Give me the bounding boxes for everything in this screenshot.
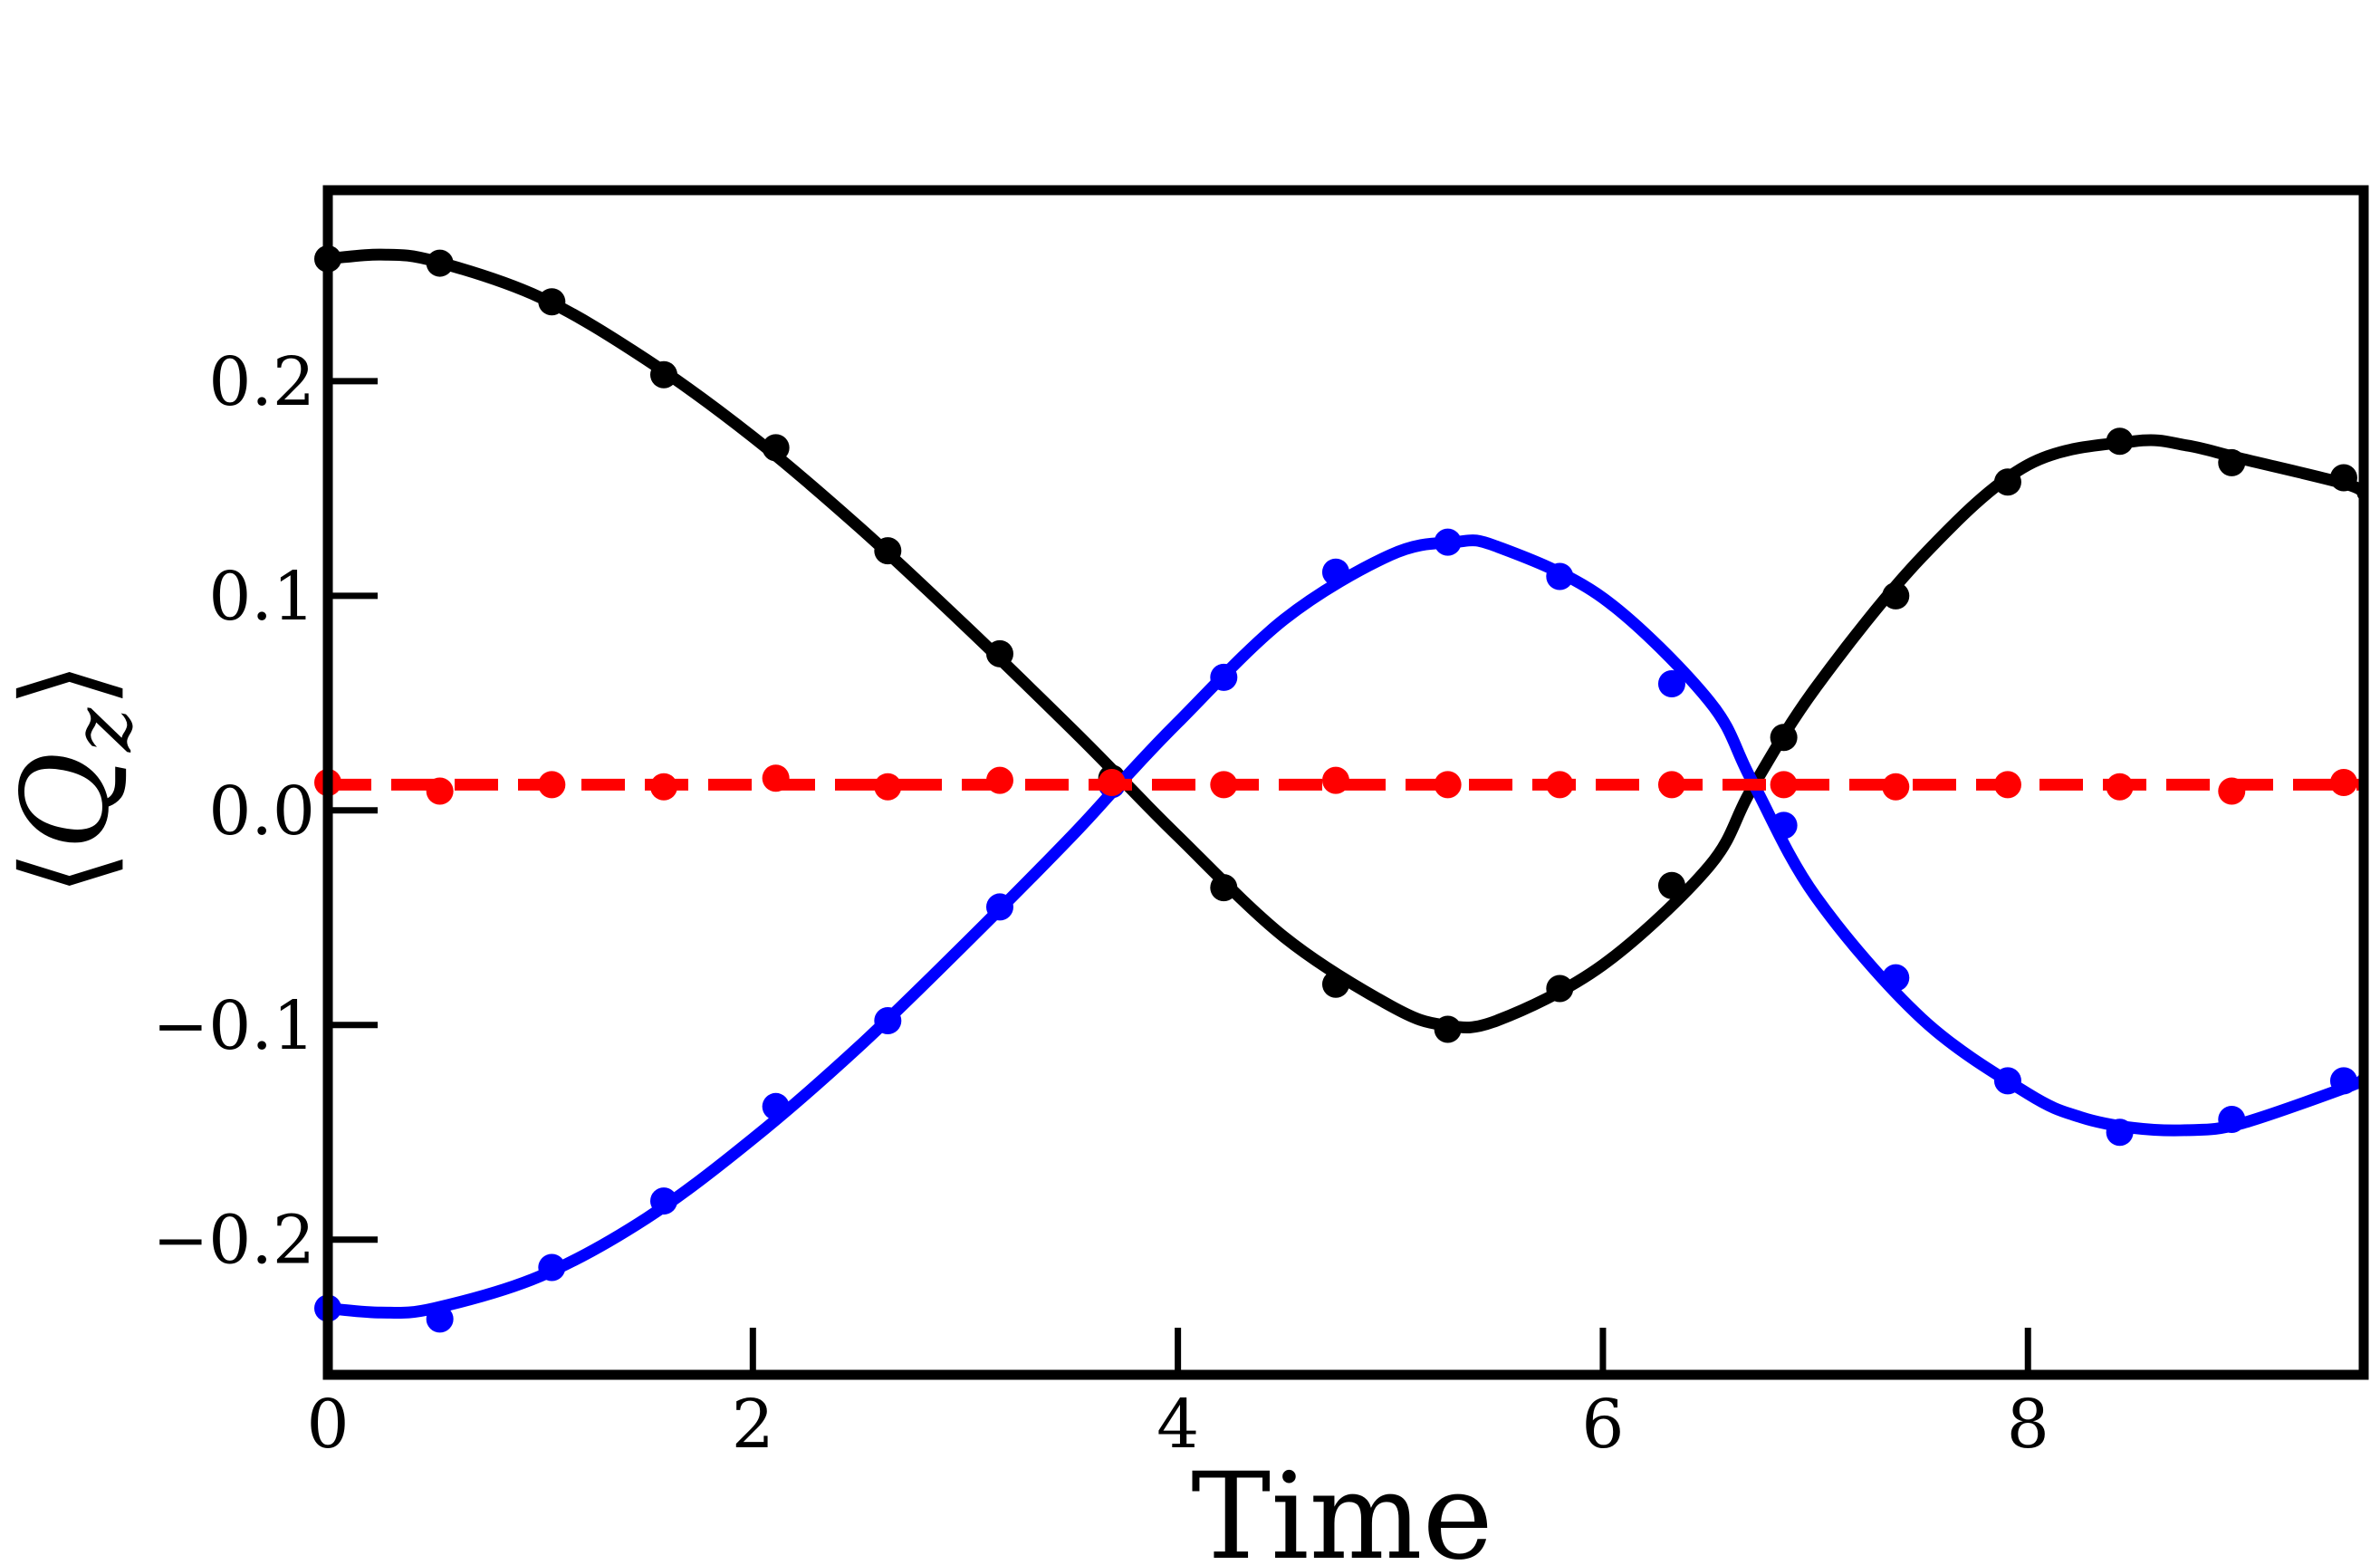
series-1-point (1210, 663, 1238, 691)
series-2-point (1546, 771, 1574, 799)
series-1-point (1434, 528, 1462, 556)
series-0-point (985, 639, 1013, 667)
series-2-point (2218, 777, 2246, 805)
series-0-line (327, 248, 2369, 1034)
series-1-point (985, 893, 1013, 921)
series-0-point (1210, 874, 1238, 902)
y-tick-label: 0.0 (208, 773, 315, 850)
y-axis-title: ⟨Qz⟩ (0, 661, 150, 897)
series-1-point (2106, 1119, 2134, 1147)
x-tick-label: 2 (732, 1386, 774, 1464)
series-2-point (426, 777, 454, 805)
series-1-point (762, 1092, 790, 1120)
series-2-point (985, 766, 1013, 794)
series-0-point (874, 537, 902, 565)
series-1-point (426, 1305, 454, 1333)
y-tick-label: 0.1 (208, 558, 315, 636)
series-2-point (1434, 771, 1462, 799)
series-1-point (874, 1007, 902, 1035)
series-0 (314, 245, 2369, 1043)
series-0-point (1882, 581, 1910, 610)
y-tick-label: 0.2 (208, 343, 315, 421)
y-axis-title-main: Q (0, 752, 136, 850)
series-1-point (1770, 811, 1798, 840)
series-2-point (762, 764, 790, 792)
series-2-point (1210, 771, 1238, 799)
series-2-point (2329, 769, 2357, 796)
series-1-point (1657, 670, 1685, 697)
series-1-point (1993, 1067, 2021, 1095)
plot-frame (322, 185, 2369, 1380)
series-layer (314, 245, 2369, 1333)
x-tick-label: 0 (306, 1386, 349, 1464)
series-0-point (762, 434, 790, 462)
series-1-point (2218, 1106, 2246, 1134)
series-2-point (649, 773, 677, 801)
series-0-point (1657, 871, 1685, 899)
y-axis-title-left: ⟨ (0, 850, 136, 897)
series-1 (314, 528, 2368, 1333)
series-2-point (874, 773, 902, 801)
series-1-point (1321, 558, 1349, 586)
y-axis-title-right: ⟩ (0, 661, 136, 708)
series-1-line (327, 534, 2368, 1320)
series-1-point (649, 1187, 677, 1215)
series-0-point (649, 360, 677, 389)
x-tick-label: 8 (2007, 1386, 2049, 1464)
y-axis-title-sub: z (53, 707, 150, 753)
x-axis-title: Time (1191, 1447, 1493, 1565)
labels-layer: 0 2 4 6 8 −0.2 −0.1 0.0 0.1 0.2 (152, 343, 2049, 1464)
series-0-point (1546, 975, 1574, 1003)
series-2-point (2106, 773, 2134, 801)
ticks-layer (324, 378, 2031, 1375)
series-2-point (1657, 771, 1685, 799)
series-2-point (1098, 769, 1126, 796)
series-2-point (538, 771, 566, 799)
series-1-point (1546, 562, 1574, 590)
series-0-point (2218, 448, 2246, 476)
x-tick-label: 6 (1581, 1386, 1624, 1464)
series-2-point (1882, 773, 1910, 801)
series-2-point (1993, 771, 2021, 799)
series-0-point (1993, 468, 2021, 496)
series-2-point (1321, 766, 1349, 794)
series-0-point (1770, 724, 1798, 752)
series-1-point (2329, 1067, 2357, 1095)
series-0-point (1321, 970, 1349, 998)
series-1-point (1882, 964, 1910, 992)
svg-text:⟨Qz⟩: ⟨Qz⟩ (0, 661, 150, 897)
series-0-point (2106, 427, 2134, 456)
series-0-point (426, 249, 454, 277)
series-0-point (538, 288, 566, 316)
series-0-point (2329, 464, 2357, 492)
series-0-point (1434, 1015, 1462, 1043)
x-tick-label: 4 (1156, 1386, 1199, 1464)
series-2-point (1770, 771, 1798, 799)
y-tick-label: −0.2 (152, 1202, 315, 1280)
y-tick-label: −0.1 (152, 987, 315, 1065)
series-1-point (538, 1253, 566, 1282)
series-2 (314, 764, 2364, 805)
